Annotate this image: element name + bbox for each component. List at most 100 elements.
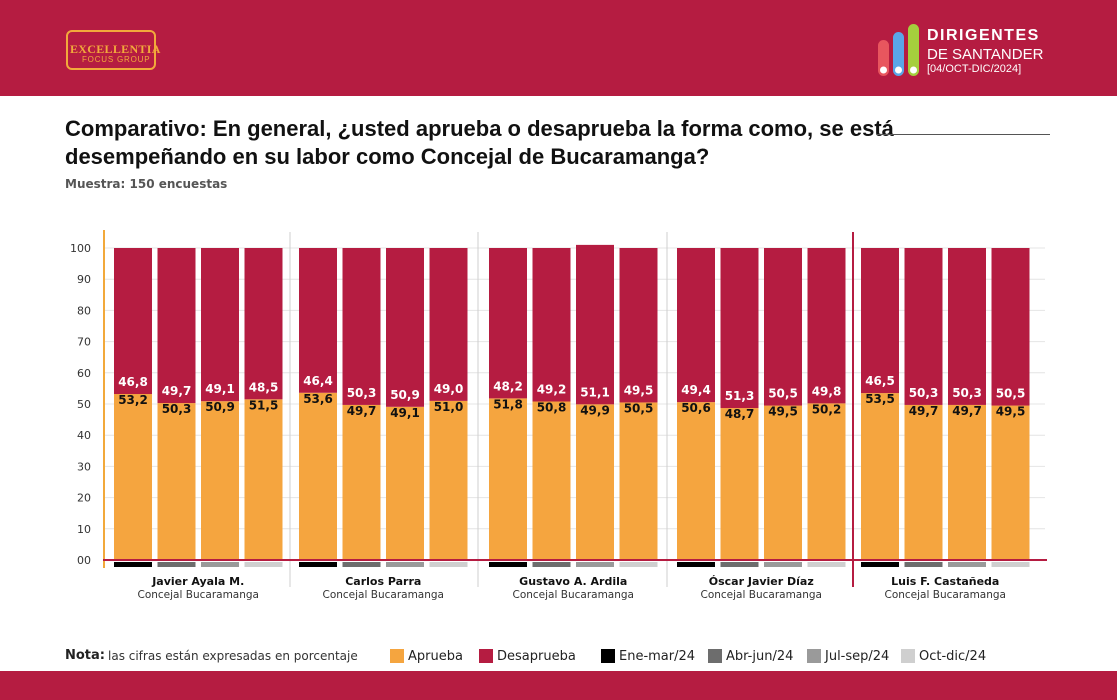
period-marker bbox=[861, 562, 899, 567]
bar-desaprueba bbox=[619, 248, 658, 403]
bar-desaprueba bbox=[489, 248, 527, 399]
y-tick-label: 00 bbox=[77, 554, 91, 567]
data-label-aprueba: 50,5 bbox=[624, 401, 654, 415]
bar-aprueba bbox=[244, 399, 283, 560]
data-label-desaprueba: 50,3 bbox=[952, 386, 982, 400]
y-tick-label: 30 bbox=[77, 460, 91, 473]
speech-bubble-icon bbox=[66, 30, 156, 70]
bar-desaprueba bbox=[342, 248, 381, 405]
logo-right-line3: [04/OCT-DIC/2024] bbox=[927, 63, 1022, 75]
bar-aprueba bbox=[342, 404, 381, 560]
x-group-sublabel: Concejal Bucaramanga bbox=[885, 589, 1006, 601]
bar-aprueba bbox=[386, 406, 424, 560]
legend-swatch-ene-mar bbox=[601, 649, 615, 663]
period-marker bbox=[489, 562, 527, 567]
y-tick-label: 50 bbox=[77, 398, 91, 411]
bar-chart: 00 10 20 30 40 50 60 70 80 90 100 53,2 46,8 50,3 49,7 5… bbox=[70, 230, 1047, 601]
data-label-aprueba: 50,2 bbox=[812, 402, 842, 416]
logo-left-line2: FOCUS GROUP bbox=[82, 55, 151, 64]
bar-aprueba bbox=[576, 404, 614, 560]
period-marker bbox=[619, 562, 658, 567]
legend-swatch-aprueba bbox=[390, 649, 404, 663]
legend-label-oct-dic: Oct-dic/24 bbox=[919, 649, 987, 664]
data-label-desaprueba: 50,9 bbox=[390, 388, 420, 402]
title-rule bbox=[877, 134, 1050, 135]
dirigentes-logo: DIRIGENTES DE SANTANDER [04/OCT-DIC/2024… bbox=[874, 20, 1074, 80]
bar-desaprueba bbox=[807, 248, 846, 404]
top-banner bbox=[0, 0, 1117, 96]
period-marker bbox=[576, 562, 614, 567]
note-label: Nota: bbox=[65, 648, 105, 663]
legend-label-abr-jun: Abr-jun/24 bbox=[726, 649, 794, 664]
legend-label-desaprueba: Desaprueba bbox=[497, 649, 576, 664]
bar-desaprueba bbox=[576, 244, 614, 405]
y-tick-label: 80 bbox=[77, 304, 91, 317]
bar-desaprueba bbox=[720, 248, 759, 409]
data-label-desaprueba: 50,3 bbox=[909, 386, 939, 400]
data-label-desaprueba: 51,3 bbox=[725, 389, 755, 403]
data-label-desaprueba: 46,5 bbox=[865, 374, 895, 388]
x-group-sublabel: Concejal Bucaramanga bbox=[323, 589, 444, 601]
bar-desaprueba bbox=[244, 248, 283, 400]
x-group-label: Carlos Parra bbox=[345, 575, 421, 588]
data-label-aprueba: 49,7 bbox=[952, 404, 982, 418]
data-label-desaprueba: 50,5 bbox=[768, 387, 798, 401]
y-tick-label: 70 bbox=[77, 336, 91, 349]
data-label-desaprueba: 50,3 bbox=[347, 386, 377, 400]
logo-right-line1: DIRIGENTES bbox=[927, 27, 1040, 44]
bar-aprueba bbox=[677, 402, 715, 560]
logo-left-line1: EXCELLENTIA bbox=[70, 42, 161, 56]
bar-desaprueba bbox=[386, 248, 424, 407]
data-label-aprueba: 53,5 bbox=[865, 392, 895, 406]
excellentia-logo: EXCELLENTIA FOCUS GROUP bbox=[66, 30, 160, 76]
x-group-sublabel: Concejal Bucaramanga bbox=[513, 589, 634, 601]
bar-desaprueba bbox=[429, 248, 468, 401]
data-label-desaprueba: 49,0 bbox=[434, 382, 464, 396]
data-label-desaprueba: 49,8 bbox=[812, 384, 842, 398]
bar-aprueba bbox=[720, 408, 759, 560]
y-tick-label: 100 bbox=[70, 242, 91, 255]
bar-desaprueba bbox=[991, 248, 1030, 406]
period-marker bbox=[114, 562, 152, 567]
data-label-aprueba: 49,1 bbox=[390, 406, 420, 420]
period-marker bbox=[677, 562, 715, 567]
data-label-desaprueba: 48,2 bbox=[493, 379, 523, 393]
y-tick-label: 40 bbox=[77, 429, 91, 442]
legend-label-ene-mar: Ene-mar/24 bbox=[619, 649, 696, 664]
bar-aprueba bbox=[904, 404, 943, 560]
bottom-banner bbox=[0, 671, 1117, 700]
x-group-sublabel: Concejal Bucaramanga bbox=[701, 589, 822, 601]
x-group-sublabel: Concejal Bucaramanga bbox=[138, 589, 259, 601]
legend-swatch-oct-dic bbox=[901, 649, 915, 663]
pencils-icon bbox=[878, 24, 919, 76]
bar-desaprueba bbox=[299, 248, 337, 393]
sample-size: Muestra: 150 encuestas bbox=[65, 177, 228, 191]
data-label-aprueba: 53,6 bbox=[303, 392, 333, 406]
data-label-aprueba: 50,8 bbox=[537, 401, 567, 415]
bar-desaprueba bbox=[948, 248, 986, 405]
chart-title: Comparativo: En general, ¿usted aprueba … bbox=[65, 116, 894, 169]
period-marker bbox=[299, 562, 337, 567]
data-label-aprueba: 49,5 bbox=[996, 405, 1026, 419]
data-label-desaprueba: 49,7 bbox=[162, 384, 192, 398]
data-label-aprueba: 51,5 bbox=[249, 398, 279, 412]
legend-swatch-jul-sep bbox=[807, 649, 821, 663]
bar-aprueba bbox=[201, 401, 239, 560]
bar-aprueba bbox=[807, 403, 846, 560]
y-tick-label: 20 bbox=[77, 492, 91, 505]
period-marker bbox=[244, 562, 283, 567]
note-text: las cifras están expresadas en porcentaj… bbox=[108, 649, 358, 663]
legend-label-jul-sep: Jul-sep/24 bbox=[825, 649, 890, 664]
bar-aprueba bbox=[991, 405, 1030, 560]
bar-aprueba bbox=[429, 400, 468, 560]
x-group-label: Javier Ayala M. bbox=[151, 575, 244, 588]
bar-desaprueba bbox=[201, 248, 239, 402]
data-label-desaprueba: 51,1 bbox=[580, 385, 610, 399]
bar-aprueba bbox=[619, 402, 658, 560]
legend-swatch-desaprueba bbox=[479, 649, 493, 663]
period-marker bbox=[764, 562, 802, 567]
period-marker bbox=[157, 562, 196, 567]
data-label-desaprueba: 49,1 bbox=[205, 382, 235, 396]
bar-aprueba bbox=[948, 404, 986, 560]
period-marker bbox=[807, 562, 846, 567]
